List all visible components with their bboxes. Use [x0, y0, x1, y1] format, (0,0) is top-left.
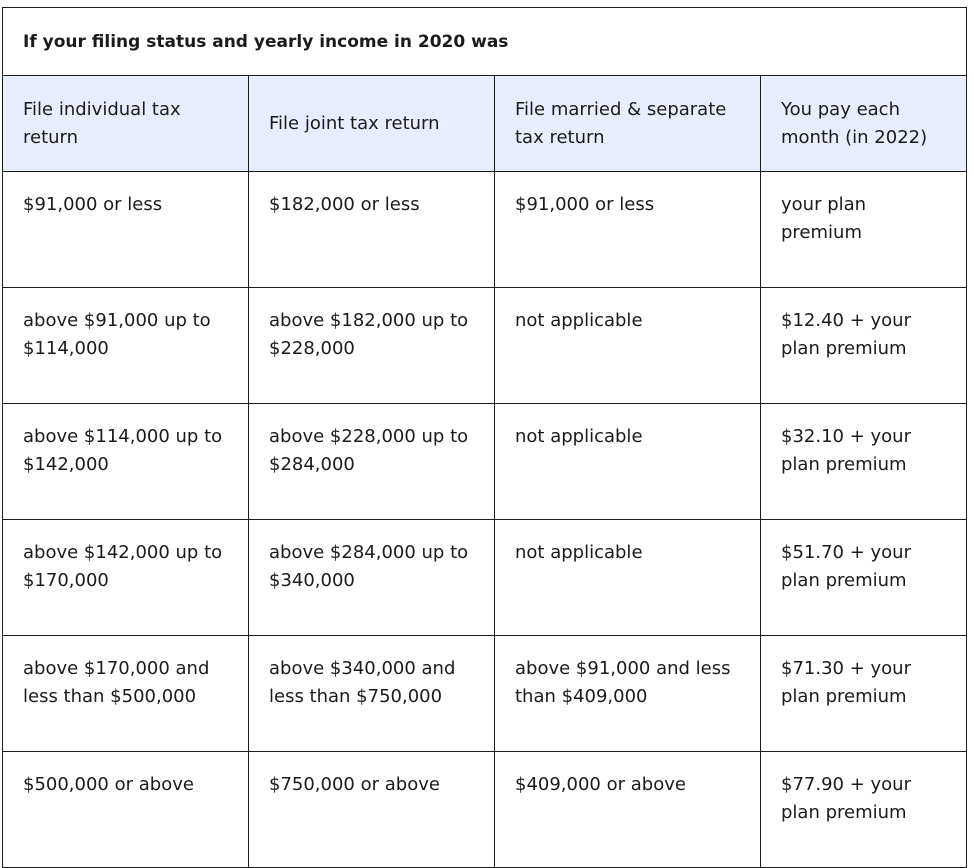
header-monthly-payment: You pay each month (in 2022) [759, 75, 968, 172]
table-cell: $12.40 + your plan premium [759, 287, 968, 404]
table-caption-row: If your filing status and yearly income … [1, 7, 968, 76]
table-cell: not applicable [494, 287, 761, 404]
table-cell: not applicable [494, 403, 761, 520]
table-cell: above $114,000 up to $142,000 [2, 403, 249, 520]
table-cell: $409,000 or above [494, 751, 761, 868]
income-table-container: If your filing status and yearly income … [1, 7, 968, 868]
table-cell: $71.30 + your plan premium [759, 635, 968, 752]
header-individual-return: File individual tax return [2, 75, 249, 172]
table-row: $91,000 or less $182,000 or less $91,000… [2, 171, 968, 288]
table-cell: $91,000 or less [2, 171, 249, 288]
table-row: above $114,000 up to $142,000 above $228… [2, 403, 968, 520]
table-cell: $182,000 or less [248, 171, 495, 288]
table-cell: above $284,000 up to $340,000 [248, 519, 495, 636]
table-row: $500,000 or above $750,000 or above $409… [2, 751, 968, 868]
table-row: above $142,000 up to $170,000 above $284… [2, 519, 968, 636]
table-cell: not applicable [494, 519, 761, 636]
table-cell: $77.90 + your plan premium [759, 751, 968, 868]
table-cell: above $170,000 and less than $500,000 [2, 635, 249, 752]
table-cell: above $340,000 and less than $750,000 [248, 635, 495, 752]
table-cell: $91,000 or less [494, 171, 761, 288]
table-cell: above $91,000 and less than $409,000 [494, 635, 761, 752]
table-header-row: File individual tax return File joint ta… [2, 75, 968, 172]
table-cell: $750,000 or above [248, 751, 495, 868]
income-premium-table: If your filing status and yearly income … [1, 7, 968, 868]
table-cell: above $228,000 up to $284,000 [248, 403, 495, 520]
table-row: above $91,000 up to $114,000 above $182,… [2, 287, 968, 404]
table-cell: above $91,000 up to $114,000 [2, 287, 249, 404]
header-joint-return: File joint tax return [248, 75, 495, 172]
table-cell: $51.70 + your plan premium [759, 519, 968, 636]
table-cell: above $142,000 up to $170,000 [2, 519, 249, 636]
table-caption: If your filing status and yearly income … [1, 7, 968, 76]
table-cell: $500,000 or above [2, 751, 249, 868]
header-married-separate-return: File married & separate tax return [494, 75, 761, 172]
table-row: above $170,000 and less than $500,000 ab… [2, 635, 968, 752]
table-cell: $32.10 + your plan premium [759, 403, 968, 520]
table-cell: your plan premium [759, 171, 968, 288]
table-cell: above $182,000 up to $228,000 [248, 287, 495, 404]
